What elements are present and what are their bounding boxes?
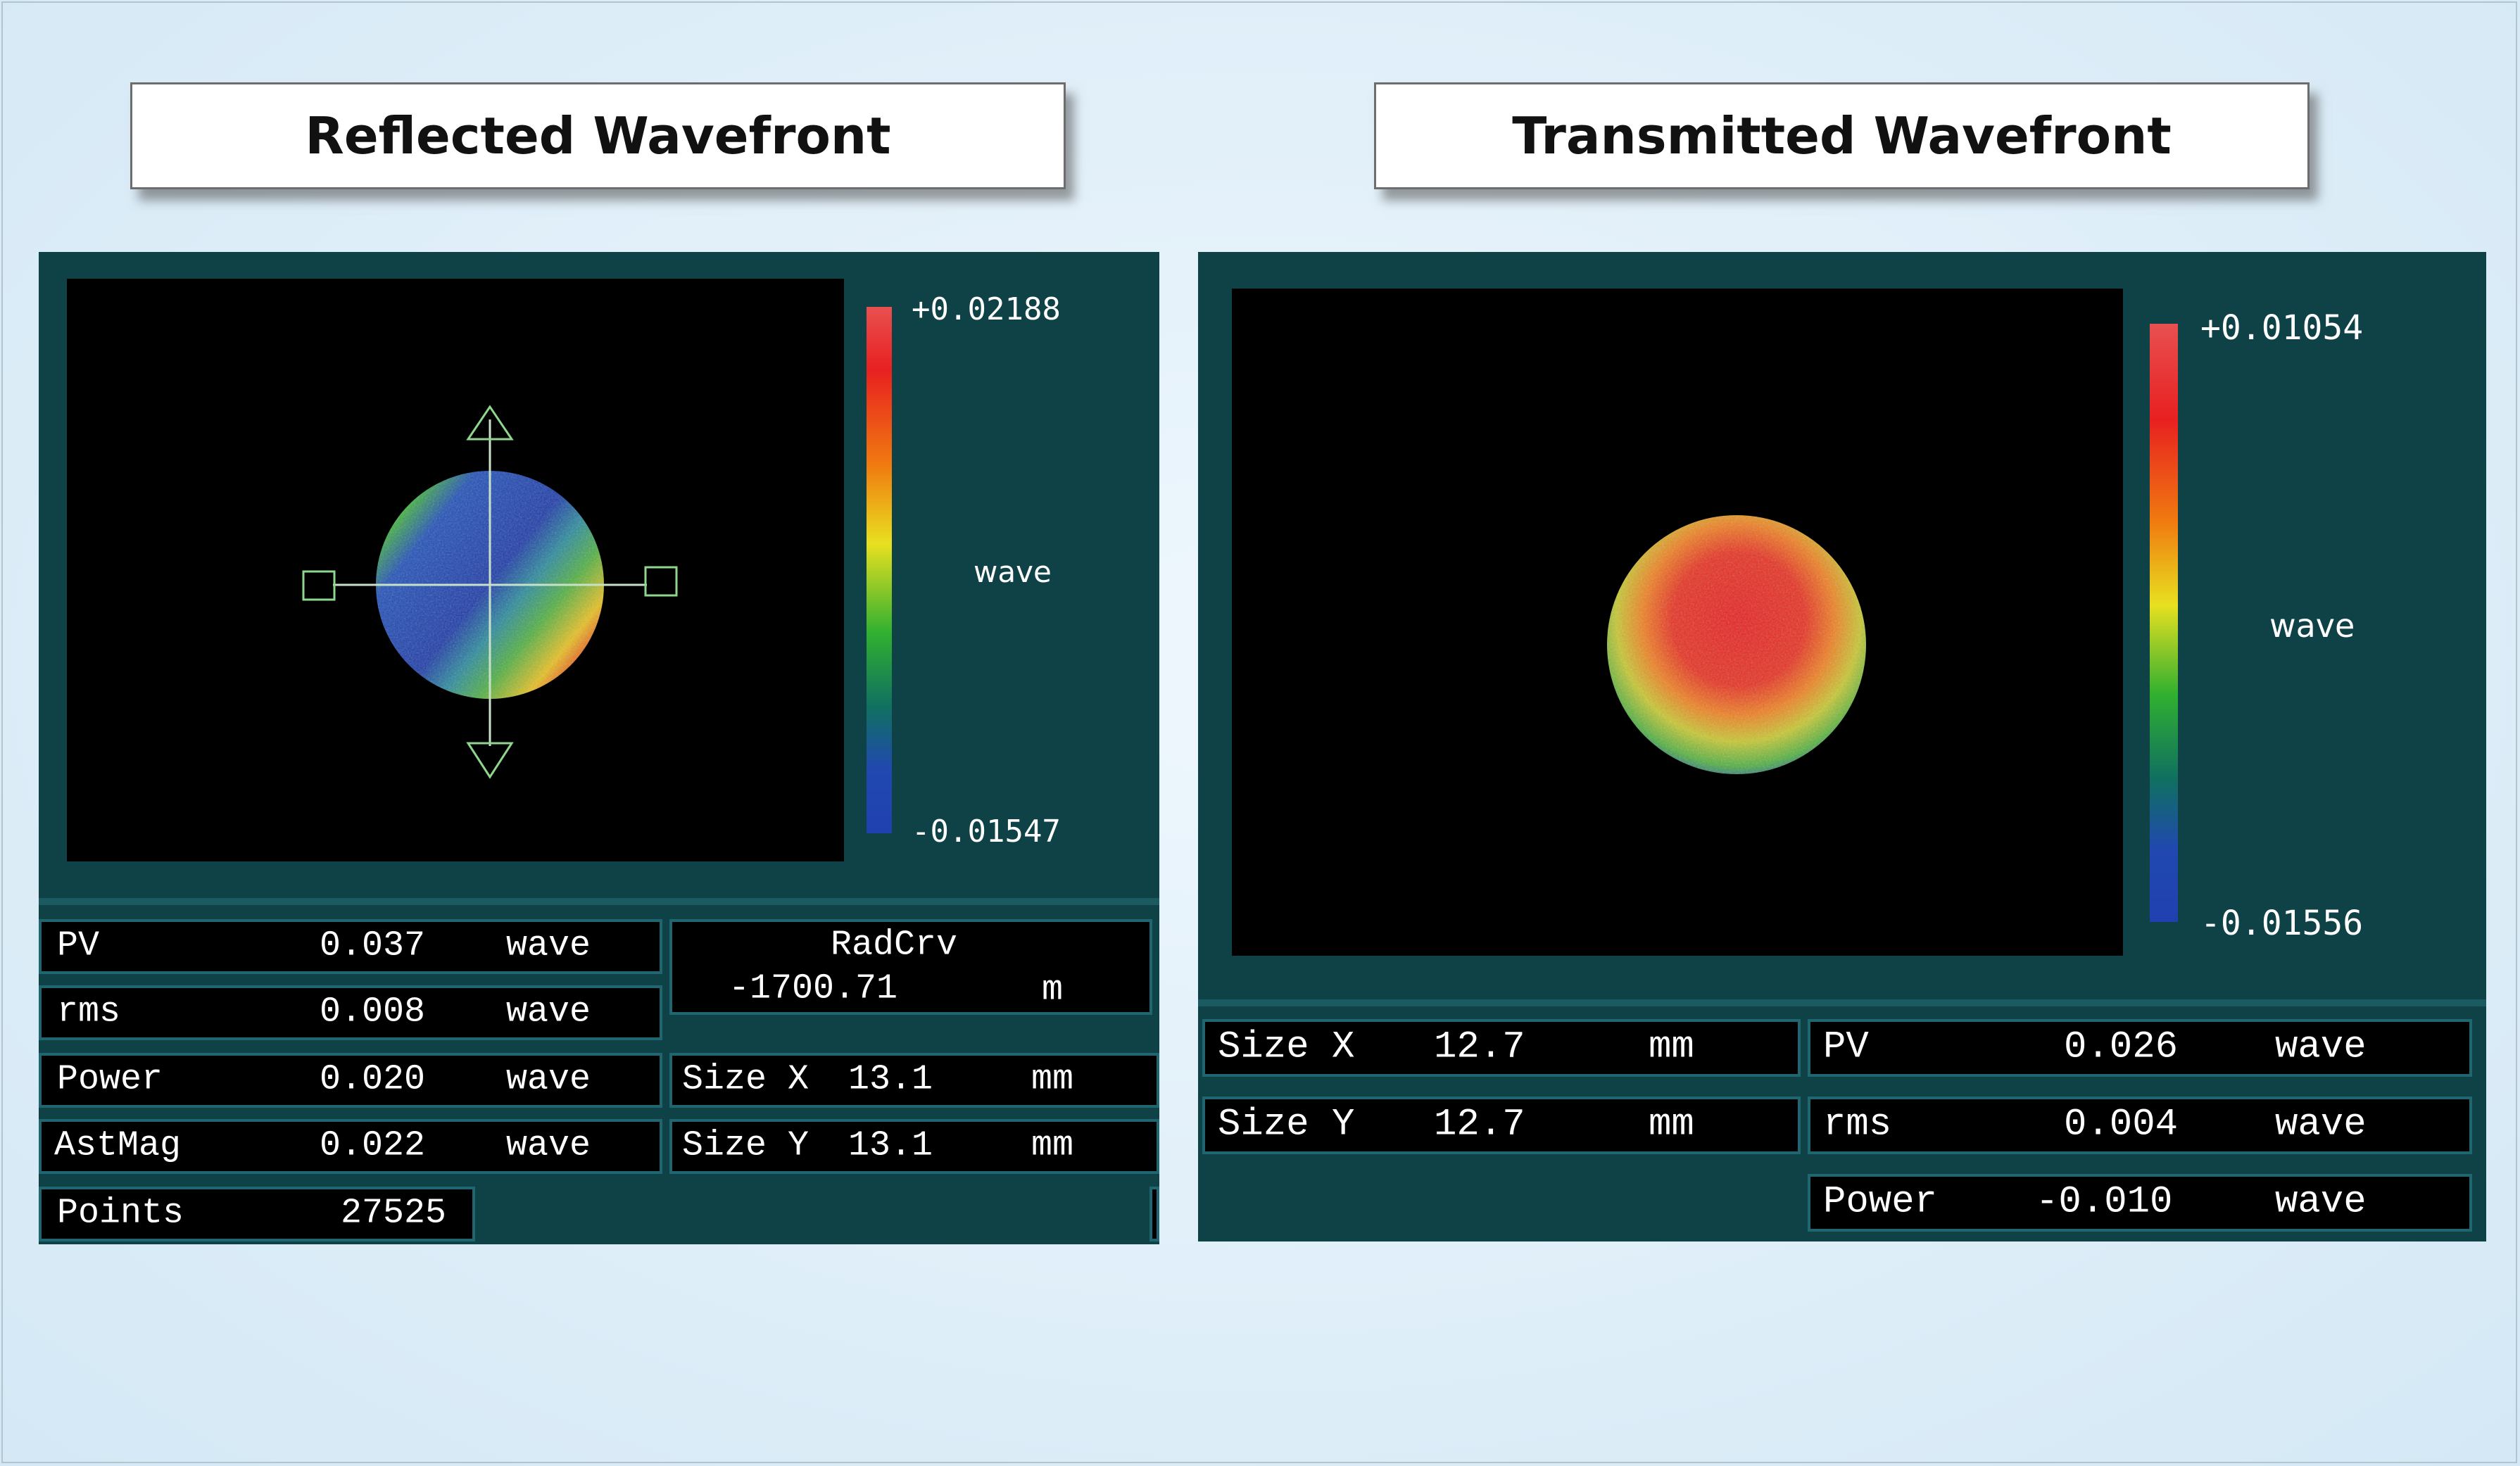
- transmitted-pv-row: PV 0.026 wave: [1808, 1019, 2472, 1077]
- transmitted-rms-row: rms 0.004 wave: [1808, 1097, 2472, 1154]
- reflected-pv-row: PV 0.037 wave: [39, 919, 662, 974]
- reflected-colorbar-unit: wave: [974, 555, 1052, 589]
- transmitted-colorbar: [2150, 324, 2178, 922]
- transmitted-colorbar-max: +0.01054: [2200, 308, 2364, 348]
- reflected-size-y-row: Size Y 13.1 mm: [669, 1119, 1159, 1174]
- transmitted-size-x-row: Size X 12.7 mm: [1202, 1019, 1801, 1077]
- transmitted-size-y-row: Size Y 12.7 mm: [1202, 1097, 1801, 1154]
- reflected-rms-row: rms 0.008 wave: [39, 985, 662, 1040]
- reflected-edge-cell: [1149, 1187, 1159, 1241]
- crosshair-handle-right-icon[interactable]: [644, 566, 678, 597]
- transmitted-colorbar-unit: wave: [2269, 607, 2355, 645]
- transmitted-colorbar-min: -0.01556: [2200, 904, 2364, 943]
- transmitted-title-text: Transmitted Wavefront: [1512, 106, 2172, 165]
- reflected-title-text: Reflected Wavefront: [305, 106, 891, 165]
- crosshair-handle-bottom-icon[interactable]: [466, 742, 514, 779]
- crosshair-handle-top-icon[interactable]: [466, 405, 514, 441]
- reflected-points-row: Points 27525: [39, 1187, 475, 1241]
- transmitted-title: Transmitted Wavefront: [1374, 82, 2310, 189]
- reflected-size-x-row: Size X 13.1 mm: [669, 1053, 1159, 1108]
- reflected-separator: [39, 898, 1159, 905]
- reflected-title: Reflected Wavefront: [130, 82, 1066, 189]
- reflected-panel: +0.02188 -0.01547 wave PV 0.037 wave rms…: [39, 252, 1159, 1244]
- crosshair[interactable]: [333, 419, 647, 746]
- reflected-surface: [376, 471, 604, 699]
- reflected-colorbar: [867, 307, 892, 833]
- reflected-colorbar-min: -0.01547: [912, 814, 1061, 849]
- reflected-colorbar-max: +0.02188: [912, 291, 1061, 327]
- reflected-astmag-row: AstMag 0.022 wave: [39, 1119, 662, 1174]
- transmitted-wavefront-map[interactable]: [1232, 289, 2123, 956]
- reflected-power-row: Power 0.020 wave: [39, 1053, 662, 1108]
- transmitted-separator: [1198, 999, 2486, 1006]
- transmitted-surface: [1607, 515, 1866, 774]
- crosshair-handle-left-icon[interactable]: [302, 570, 336, 601]
- reflected-radcrv-box: RadCrv -1700.71 m: [669, 919, 1152, 1015]
- reflected-wavefront-map[interactable]: [67, 279, 844, 861]
- transmitted-panel: +0.01054 -0.01556 wave Size X 12.7 mm Si…: [1198, 252, 2486, 1241]
- transmitted-power-row: Power -0.010 wave: [1808, 1174, 2472, 1232]
